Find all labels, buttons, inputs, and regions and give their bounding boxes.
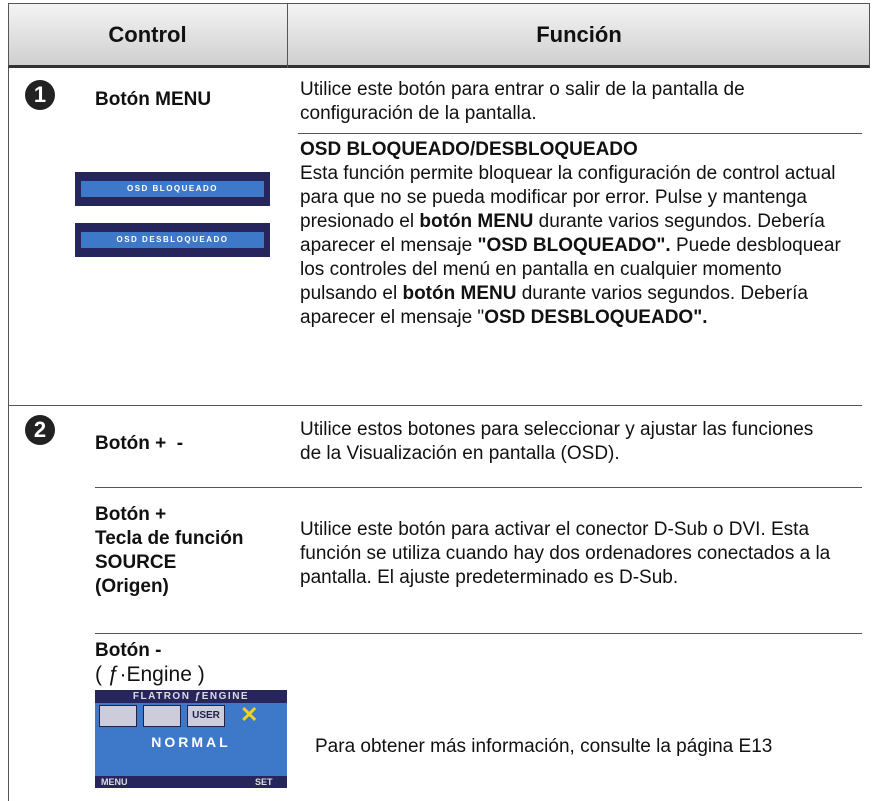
control-label: (Origen) xyxy=(95,576,169,597)
control-label: Botón + xyxy=(95,504,167,525)
osd-icon xyxy=(143,705,181,727)
osd-label: OSD BLOQUEADO xyxy=(81,181,264,197)
text-run: Puede desbloquear los controles del menú… xyxy=(300,235,841,304)
header-band xyxy=(8,3,870,68)
control-label: Tecla de función xyxy=(95,528,244,549)
osd-menu: MENU xyxy=(101,777,128,787)
function-text: Utilice este botón para entrar o salir d… xyxy=(300,79,745,124)
text-run: botón MENU xyxy=(419,211,534,232)
control-label: Botón + - xyxy=(95,433,184,454)
divider xyxy=(95,633,862,634)
osd-footer xyxy=(95,776,287,788)
engine-osd: FLATRON ƒENGINE USER ✕ NORMAL MENU SET xyxy=(95,690,287,788)
function-text: Para obtener más información, consulte l… xyxy=(315,736,773,757)
control-label: Botón - xyxy=(95,640,162,661)
osd-icon: ✕ xyxy=(240,702,259,727)
control-label: Botón MENU xyxy=(95,89,212,110)
row-number: 1 xyxy=(25,80,55,110)
osd-set: SET xyxy=(255,777,273,787)
header-function: Función xyxy=(536,22,622,47)
text-run: durante varios segundos. Debería aparece… xyxy=(300,283,808,328)
osd-label: OSD DESBLOQUEADO xyxy=(81,232,264,248)
text-run: durante varios segundos. Debería aparece… xyxy=(300,211,825,256)
osd-user: USER xyxy=(187,705,225,727)
text-run: "OSD BLOQUEADO". xyxy=(477,235,671,256)
function-text: Utilice estos botones para seleccionar y… xyxy=(300,419,814,464)
text-run: Esta función permite bloquear la configu… xyxy=(300,163,836,232)
osd-text: Esta función permite bloquear la configu… xyxy=(300,162,848,330)
header-control: Control xyxy=(108,22,187,47)
row-number: 2 xyxy=(25,415,55,445)
header-divider xyxy=(287,3,288,68)
control-label: ( ƒ·Engine ) xyxy=(95,663,205,686)
osd-mode: NORMAL xyxy=(151,734,231,750)
text-run: botón MENU xyxy=(402,283,517,304)
row-divider xyxy=(8,405,862,406)
left-border xyxy=(8,68,9,801)
divider xyxy=(298,133,862,134)
osd-header: FLATRON ƒENGINE xyxy=(95,690,287,703)
osd-box: OSD DESBLOQUEADO xyxy=(75,223,270,257)
osd-box: OSD BLOQUEADO xyxy=(75,172,270,206)
divider xyxy=(95,487,862,488)
osd-icon xyxy=(99,705,137,727)
text-run: OSD DESBLOQUEADO". xyxy=(484,307,708,328)
osd-title: OSD BLOQUEADO/DESBLOQUEADO xyxy=(300,139,638,160)
function-text: Utilice este botón para activar el conec… xyxy=(300,519,831,588)
control-label: SOURCE xyxy=(95,552,177,573)
